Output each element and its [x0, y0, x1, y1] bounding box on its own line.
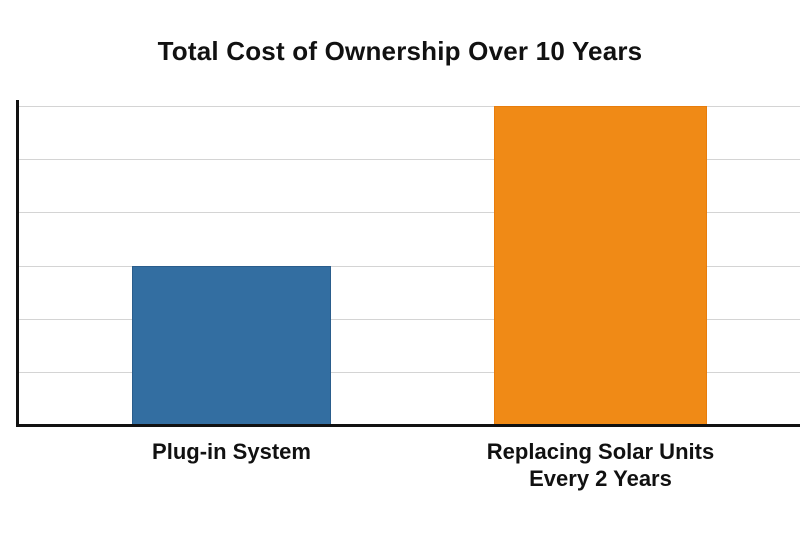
- gridline: [18, 318, 800, 320]
- bar-plug-in-system: [132, 265, 331, 425]
- gridline: [18, 159, 800, 161]
- bar-replacing-solar-units: [494, 106, 707, 425]
- chart-title: Total Cost of Ownership Over 10 Years: [157, 36, 643, 66]
- y-axis: [16, 100, 19, 427]
- gridline: [18, 212, 800, 214]
- x-tick-label: Plug-in System: [152, 439, 311, 464]
- gridline: [18, 371, 800, 373]
- plot-area: [18, 100, 800, 425]
- gridline: [18, 265, 800, 267]
- gridline: [18, 106, 800, 107]
- x-axis: [16, 424, 800, 427]
- x-tick-label: Replacing Solar Units Every 2 Years: [486, 439, 715, 491]
